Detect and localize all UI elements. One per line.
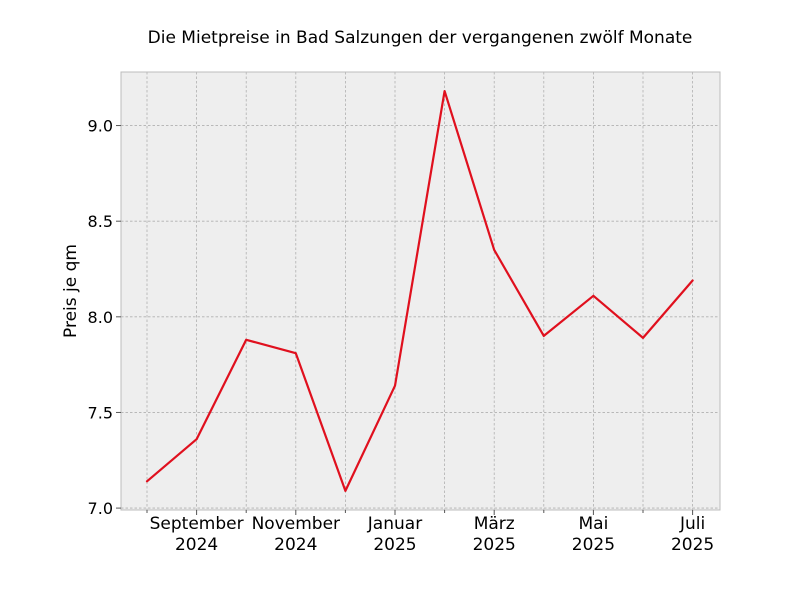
x-tick-sublabel: 2025 [373,535,416,555]
x-tick-sublabel: 2025 [473,535,516,555]
x-tick-sublabel: 2024 [175,535,218,555]
series-line [145,89,694,492]
x-tick-sublabel: 2024 [274,535,317,555]
x-tick-label: September [150,514,244,534]
y-axis-label: Preis je qm [61,244,81,338]
y-tick-label: 7.0 [88,499,113,518]
x-tick-label: Juli [679,514,705,534]
x-tick-sublabel: 2025 [572,535,615,555]
x-tick-label: Januar [367,514,422,534]
y-tick-label: 9.0 [88,117,113,136]
y-tick-label: 8.5 [88,212,113,231]
plot-background [121,72,720,510]
y-tick-label: 8.0 [88,308,113,327]
plot-frame [120,71,721,511]
x-tick-label: Mai [578,514,608,534]
chart-title: Die Mietpreise in Bad Salzungen der verg… [148,28,693,48]
x-tick-label: November [252,514,340,534]
x-tick-label: März [474,514,515,534]
x-tick-sublabel: 2025 [671,535,714,555]
y-tick-label: 7.5 [88,403,113,422]
